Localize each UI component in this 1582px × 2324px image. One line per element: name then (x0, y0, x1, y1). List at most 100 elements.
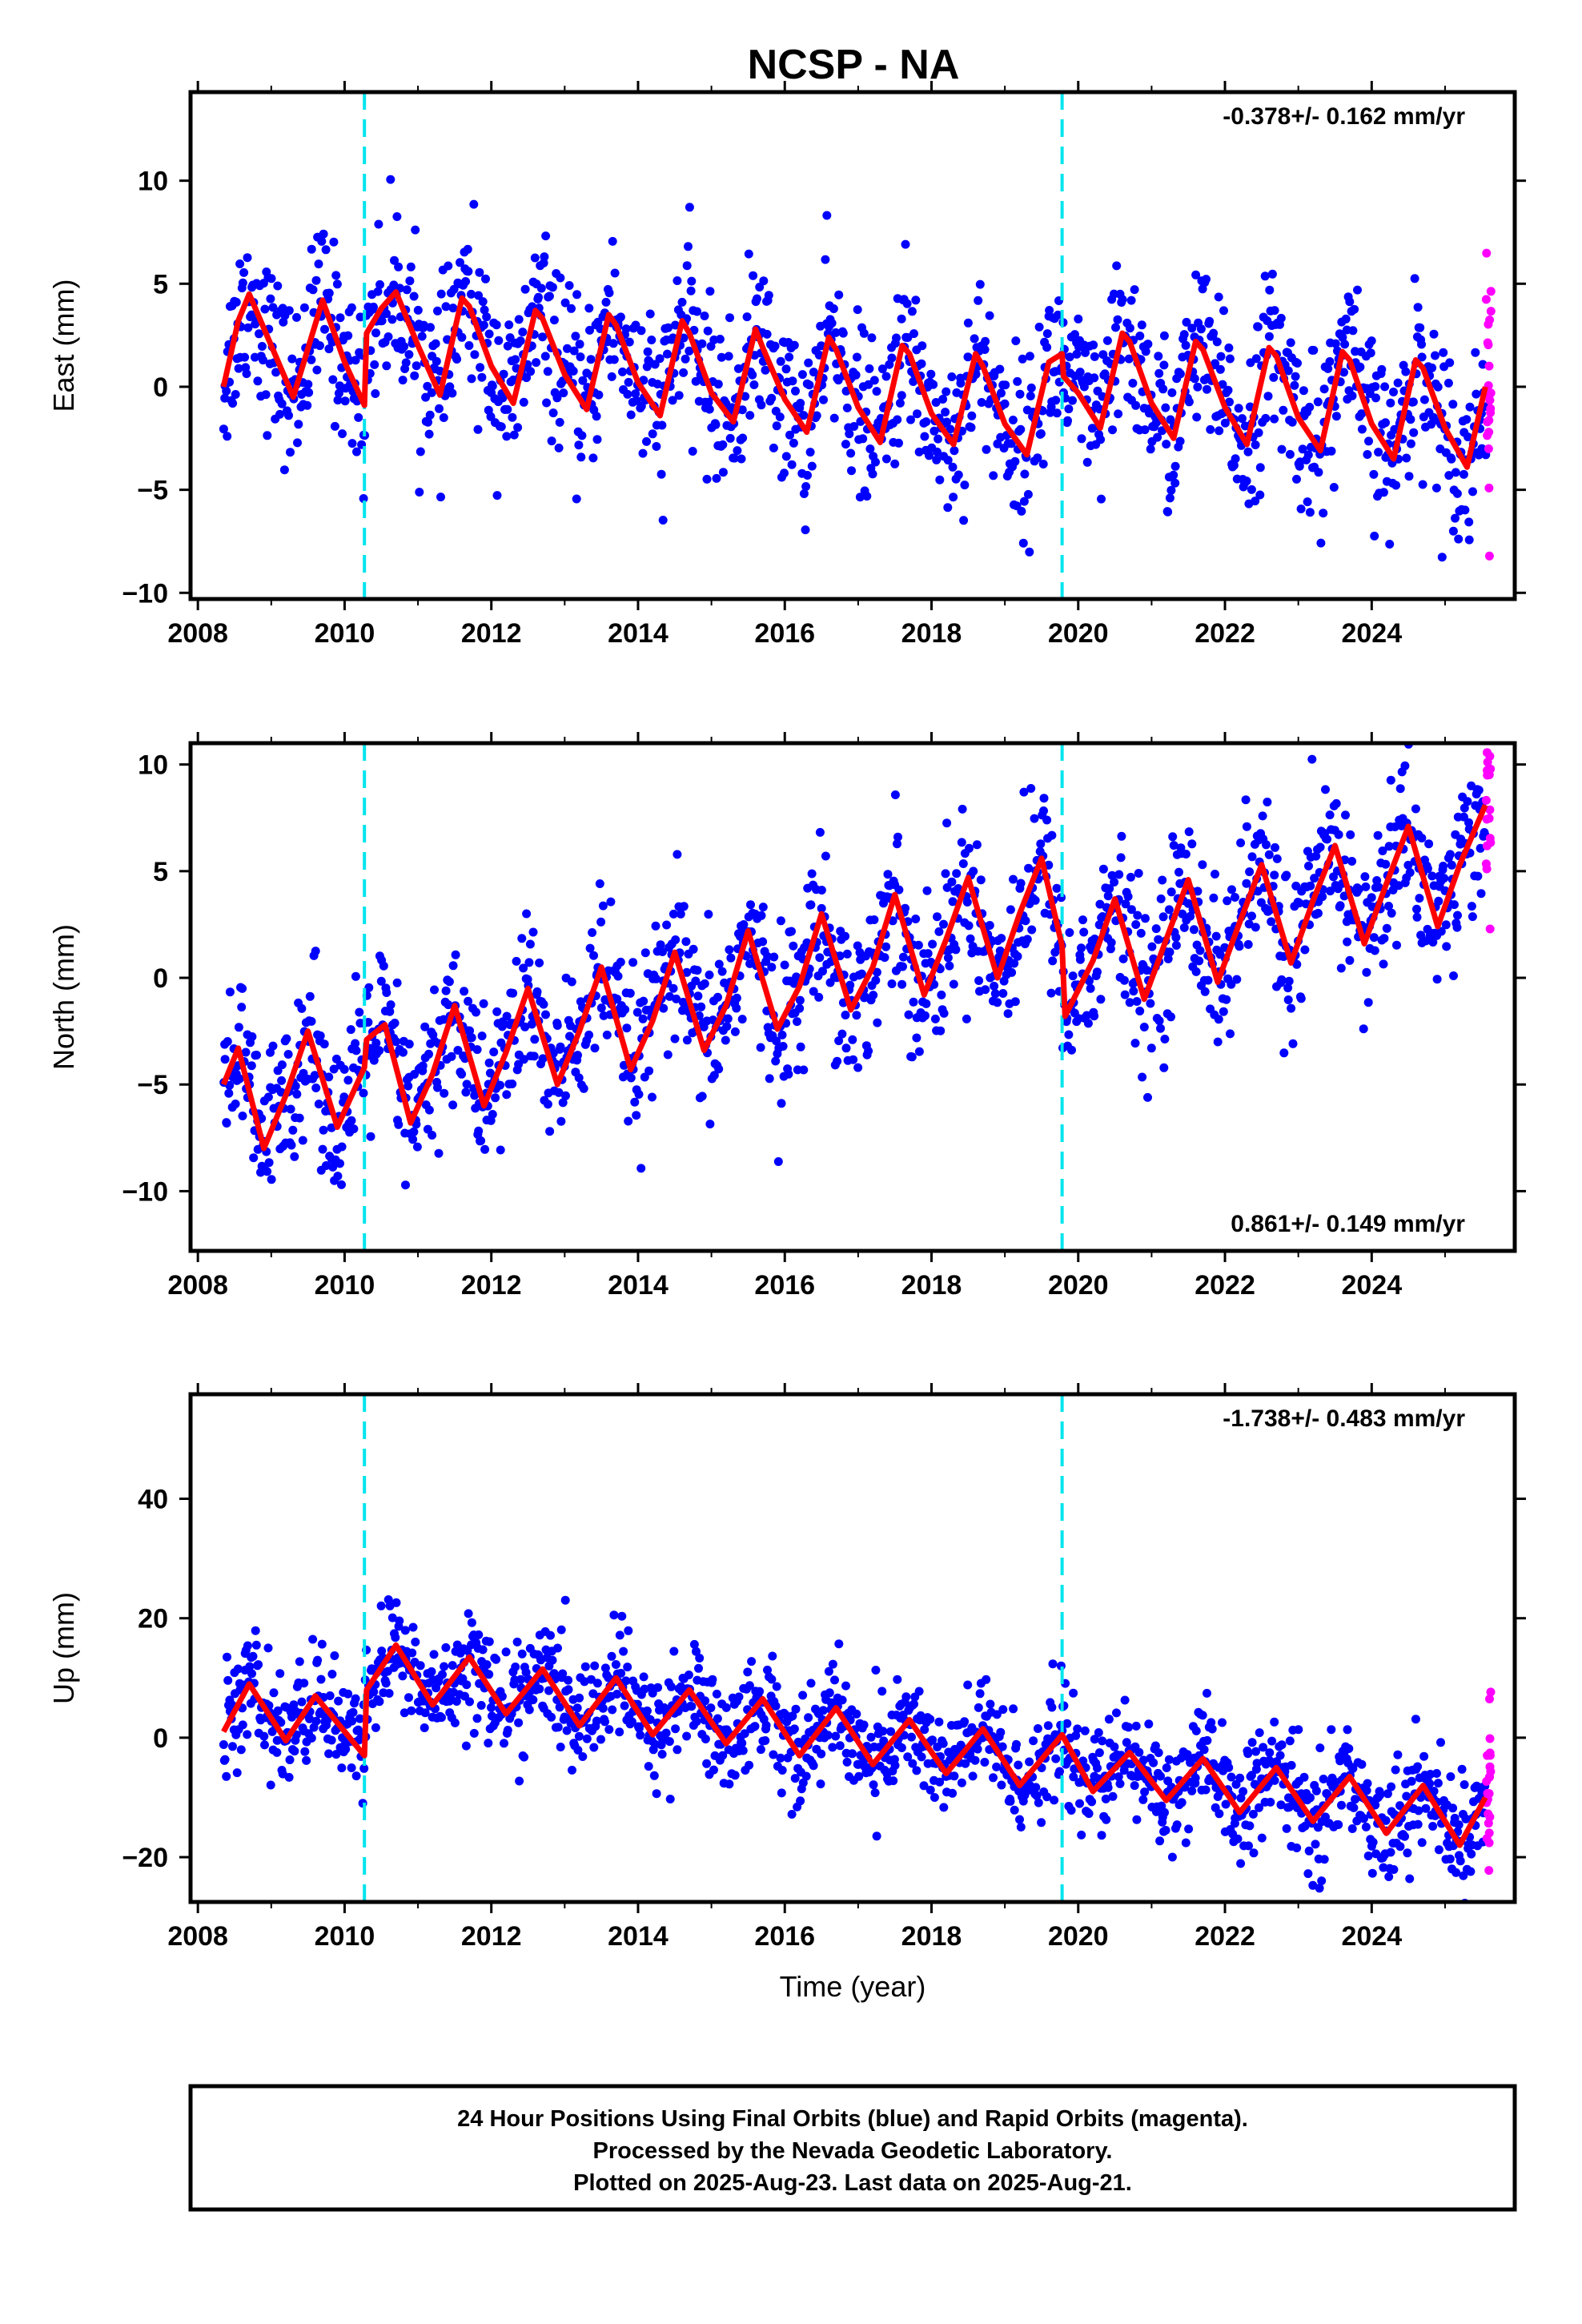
data-point (819, 395, 828, 404)
data-point (1144, 1719, 1154, 1729)
data-point (601, 297, 611, 307)
data-point (872, 1831, 881, 1841)
data-point (679, 902, 689, 911)
data-point (793, 1017, 801, 1027)
data-point (706, 1703, 716, 1713)
data-point (1070, 330, 1079, 340)
data-point (761, 1736, 770, 1745)
data-point (545, 1127, 555, 1136)
data-point (849, 1055, 858, 1064)
data-point (851, 370, 861, 380)
data-point (829, 304, 838, 313)
data-point (1373, 830, 1383, 840)
data-point (588, 453, 598, 463)
data-point (1383, 1789, 1392, 1799)
data-point (319, 229, 328, 239)
data-point (639, 1672, 648, 1682)
data-point (831, 328, 841, 337)
data-point (672, 994, 681, 1003)
data-point (343, 1076, 353, 1085)
data-point (482, 1660, 492, 1670)
data-point (238, 1112, 247, 1120)
data-point (1123, 892, 1133, 901)
data-point (1294, 1725, 1303, 1735)
data-point (1079, 927, 1089, 937)
data-point (756, 1043, 765, 1052)
data-point (1305, 402, 1315, 412)
data-point (596, 1003, 606, 1013)
data-point (805, 448, 815, 457)
data-point (463, 244, 472, 254)
data-point (998, 1705, 1008, 1715)
data-point (1160, 1807, 1169, 1817)
data-point (684, 242, 693, 251)
data-point (382, 309, 391, 319)
data-point (236, 1745, 246, 1755)
data-point (1154, 352, 1163, 361)
data-point (1406, 415, 1415, 424)
data-point (1131, 920, 1141, 929)
data-point (626, 410, 636, 420)
data-point (355, 1007, 364, 1017)
data-point (369, 1687, 379, 1697)
data-point (745, 1681, 754, 1691)
data-point (401, 358, 411, 368)
data-point (1271, 842, 1279, 852)
data-point (1296, 994, 1306, 1003)
data-point (282, 1034, 291, 1043)
rapid-point (1487, 703, 1496, 712)
data-point (310, 1071, 319, 1080)
data-point (989, 471, 998, 480)
data-point (1434, 896, 1443, 906)
data-point (284, 1772, 294, 1782)
data-point (705, 970, 714, 979)
data-point (1446, 1772, 1456, 1781)
data-point (1086, 983, 1095, 993)
data-point (780, 468, 789, 478)
data-point (757, 400, 766, 410)
data-point (219, 1740, 228, 1749)
data-point (366, 1132, 375, 1141)
chart-title: NCSP - NA (748, 42, 960, 88)
data-point (1414, 1806, 1423, 1815)
data-point (1138, 1755, 1148, 1765)
data-point (1309, 345, 1319, 355)
rapid-orbit-points (1481, 248, 1496, 561)
data-point (266, 1780, 275, 1790)
data-point (805, 380, 814, 390)
data-point (963, 1680, 973, 1690)
data-point (1195, 956, 1204, 966)
data-point (243, 1730, 252, 1739)
data-point (733, 446, 742, 456)
x-tick-label: 2008 (167, 1921, 228, 1952)
data-point (904, 1010, 913, 1019)
data-point (1126, 905, 1136, 915)
data-point (248, 1651, 258, 1661)
data-point (1216, 352, 1226, 361)
data-point (1164, 1755, 1174, 1764)
data-point (1090, 373, 1099, 383)
rapid-point (1484, 361, 1494, 371)
data-point (394, 1120, 404, 1129)
data-point (647, 336, 656, 344)
data-point (1351, 1795, 1360, 1804)
data-point (928, 1735, 938, 1745)
data-point (757, 911, 766, 920)
data-point (767, 1675, 777, 1684)
data-point (1117, 831, 1126, 841)
data-point (958, 804, 967, 814)
data-point (1319, 509, 1328, 518)
data-point (744, 249, 753, 259)
x-tick-label: 2022 (1195, 618, 1255, 649)
data-point (689, 1639, 699, 1649)
data-point (433, 306, 442, 316)
data-point (1277, 975, 1287, 984)
data-point (681, 937, 691, 947)
x-tick-label: 2024 (1341, 618, 1402, 649)
data-point (798, 1691, 808, 1700)
data-point (1195, 946, 1205, 955)
data-point (351, 1694, 360, 1703)
x-tick-label: 2016 (754, 1270, 815, 1301)
data-point (1363, 1852, 1373, 1860)
data-point (472, 1045, 482, 1055)
